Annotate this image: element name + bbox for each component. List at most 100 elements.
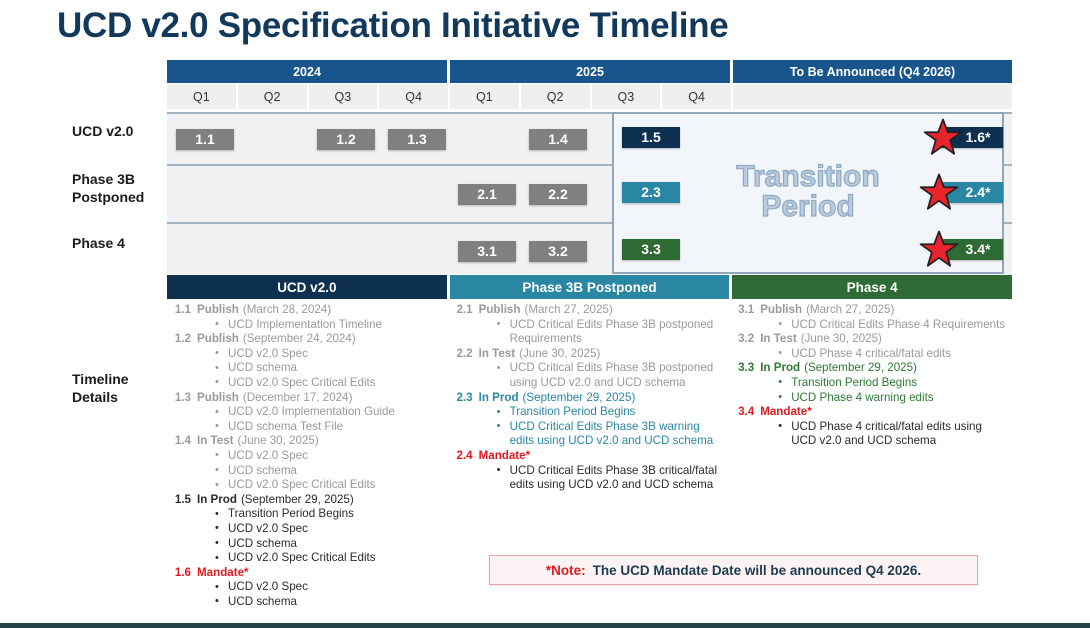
milestone-3-2[interactable]: 3.2 xyxy=(529,241,587,262)
detail-entry-number: 3.2 xyxy=(738,332,755,346)
milestone-2-4[interactable]: 2.4* xyxy=(941,182,1003,203)
transition-line-2: Period xyxy=(761,189,856,223)
milestone-2-3[interactable]: 2.3 xyxy=(622,182,680,203)
detail-entry-date: (March 28, 2024) xyxy=(242,303,332,316)
detail-entry-phase: Publish xyxy=(760,303,803,316)
detail-entry-date: (September 24, 2024) xyxy=(242,332,356,346)
year-header-tba: To Be Announced (Q4 2026) xyxy=(733,60,1012,83)
detail-bullet: UCD Critical Edits Phase 4 Requirements xyxy=(778,317,1006,333)
detail-entry-number: 1.2 xyxy=(174,332,191,346)
detail-bullet: UCD v2.0 Spec xyxy=(215,521,443,537)
detail-entry-number: 2.3 xyxy=(456,390,473,404)
detail-entry-bullets: UCD Critical Edits Phase 3B postponed us… xyxy=(453,361,725,390)
detail-entry-bullets: UCD Critical Edits Phase 3B critical/fat… xyxy=(453,463,725,493)
page-title: UCD v2.0 Specification Initiative Timeli… xyxy=(57,6,729,45)
milestone-3-1[interactable]: 3.1 xyxy=(458,241,516,262)
quarter-2025-q3: Q3 xyxy=(591,84,663,109)
milestone-1-4[interactable]: 1.4 xyxy=(529,129,587,150)
milestone-3-4[interactable]: 3.4* xyxy=(941,239,1003,260)
detail-entry-bullets: UCD v2.0 SpecUCD schemaUCD v2.0 Spec Cri… xyxy=(171,448,443,493)
detail-column-phase-4: 3.1 Publish(March 27, 2025)UCD Critical E… xyxy=(730,303,1012,609)
detail-entry-heading: 2.3 In Prod (September 29, 2025) xyxy=(453,391,725,406)
detail-entry-bullets: Transition Period BeginsUCD v2.0 SpecUCD… xyxy=(171,507,443,565)
detail-entry-3-3: 3.3 In Prod(September 29, 2025)Transition… xyxy=(734,361,1006,405)
row-label-ucd-v2: UCD v2.0 xyxy=(72,123,134,139)
quarter-2024-q4: Q4 xyxy=(379,84,450,109)
milestone-3-3[interactable]: 3.3 xyxy=(622,239,680,260)
detail-entry-phase: In Test xyxy=(760,332,797,346)
section-header-phase-3b: Phase 3B Postponed xyxy=(449,275,733,299)
milestone-1-2[interactable]: 1.2 xyxy=(317,129,375,150)
quarter-2025-q4: Q4 xyxy=(662,84,733,109)
detail-entry-date: (March 27, 2025) xyxy=(524,303,613,316)
detail-entry-heading: 1.1 Publish (March 28, 2024) xyxy=(171,303,443,318)
mandate-note-box: *Note: The UCD Mandate Date will be anno… xyxy=(489,555,978,585)
detail-entry-date: (September 29, 2025) xyxy=(522,390,636,404)
detail-bullet: UCD v2.0 Spec Critical Edits xyxy=(215,375,443,391)
quarter-tba-spacer xyxy=(733,84,1012,109)
detail-bullet: UCD Phase 4 warning edits xyxy=(778,390,1006,406)
detail-entry-phase: In Test xyxy=(197,434,234,448)
footer-bar xyxy=(0,623,1090,628)
detail-entry-1-4: 1.4In Test(June 30, 2025)UCD v2.0 SpecUC… xyxy=(171,434,443,492)
detail-entry-phase: Mandate* xyxy=(760,405,812,419)
detail-entry-heading: 3.3 In Prod (September 29, 2025) xyxy=(734,361,1006,376)
detail-bullet: UCD v2.0 Spec xyxy=(215,346,443,362)
row-label-phase-3b: Phase 3B Postponed xyxy=(72,170,144,206)
detail-bullet: UCD v2.0 Implementation Guide xyxy=(215,405,443,420)
detail-entry-2-2: 2.2 In Test(June 30, 2025)UCD Critical Ed… xyxy=(453,347,725,391)
detail-entry-1-1: 1.1 Publish(March 28, 2024)UCD Implementa… xyxy=(171,303,443,332)
detail-bullet: UCD schema xyxy=(215,463,443,479)
year-header-2025: 2025 xyxy=(450,60,733,83)
quarter-2025-q2: Q2 xyxy=(520,84,592,109)
timeline-grid: 2024 2025 To Be Announced (Q4 2026) Q1 Q… xyxy=(167,60,1012,274)
detail-entry-heading: 1.2 Publish (September 24, 2024) xyxy=(171,332,443,347)
detail-entry-1-3: 1.3 Publish(December 17, 2024)UCD v2.0 Im… xyxy=(171,391,443,435)
detail-entry-phase: Mandate* xyxy=(197,565,249,579)
section-header-phase-4: Phase 4 xyxy=(732,275,1013,299)
detail-entry-date: (March 27, 2025) xyxy=(806,303,895,316)
detail-entry-number: 3.3 xyxy=(738,361,755,375)
detail-entry-bullets: UCD v2.0 SpecUCD schema xyxy=(171,580,443,609)
detail-bullet: UCD v2.0 Spec Critical Edits xyxy=(215,551,443,566)
detail-entry-bullets: UCD Critical Edits Phase 3B postponed Re… xyxy=(453,317,725,347)
detail-entry-number: 2.1 xyxy=(456,303,473,316)
detail-entry-phase: Publish xyxy=(197,390,239,404)
milestone-2-2[interactable]: 2.2 xyxy=(529,184,587,205)
timeline-details-line1: Timeline xyxy=(72,371,129,387)
milestone-1-1[interactable]: 1.1 xyxy=(176,129,234,150)
year-header-row: 2024 2025 To Be Announced (Q4 2026) xyxy=(167,60,1012,83)
milestone-1-3[interactable]: 1.3 xyxy=(388,129,446,150)
detail-entry-heading: 2.2 In Test (June 30, 2025) xyxy=(453,347,725,362)
detail-entry-phase: Publish xyxy=(197,303,239,316)
detail-entry-date: (December 17, 2024) xyxy=(242,390,353,404)
detail-entry-phase: Mandate* xyxy=(478,448,531,462)
year-header-2024: 2024 xyxy=(167,60,450,83)
detail-entry-date: (June 30, 2025) xyxy=(237,434,319,448)
detail-entry-number: 3.4 xyxy=(738,405,755,419)
detail-entry-heading: 1.6 Mandate* xyxy=(171,566,443,581)
detail-entry-date: (June 30, 2025) xyxy=(800,332,882,346)
section-header-ucd-v2: UCD v2.0 xyxy=(167,275,450,299)
detail-bullet: UCD Critical Edits Phase 3B postponed Re… xyxy=(497,317,725,347)
milestone-2-1[interactable]: 2.1 xyxy=(458,184,516,205)
detail-entry-number: 1.5 xyxy=(174,492,191,506)
note-text: The UCD Mandate Date will be announced Q… xyxy=(592,562,922,578)
detail-entry-date: (September 29, 2025) xyxy=(240,492,354,506)
milestone-1-6[interactable]: 1.6* xyxy=(941,127,1003,148)
detail-entry-heading: 3.2 In Test (June 30, 2025) xyxy=(734,332,1006,347)
detail-entry-bullets: UCD v2.0 Implementation GuideUCD schema … xyxy=(171,405,443,434)
detail-entry-phase: Publish xyxy=(478,303,521,316)
milestone-1-5[interactable]: 1.5 xyxy=(622,127,680,148)
detail-bullet: UCD v2.0 Spec xyxy=(215,580,443,595)
detail-bullet: UCD Critical Edits Phase 3B warning edit… xyxy=(497,419,725,449)
detail-entry-heading: 3.1 Publish (March 27, 2025) xyxy=(734,303,1006,318)
detail-entry-3-2: 3.2 In Test(June 30, 2025)UCD Phase 4 cri… xyxy=(734,332,1006,361)
detail-entry-heading: 2.1 Publish (March 27, 2025) xyxy=(453,303,725,318)
transition-line-1: Transition xyxy=(736,159,881,193)
detail-bullet: UCD Phase 4 critical/fatal edits xyxy=(778,346,1006,362)
